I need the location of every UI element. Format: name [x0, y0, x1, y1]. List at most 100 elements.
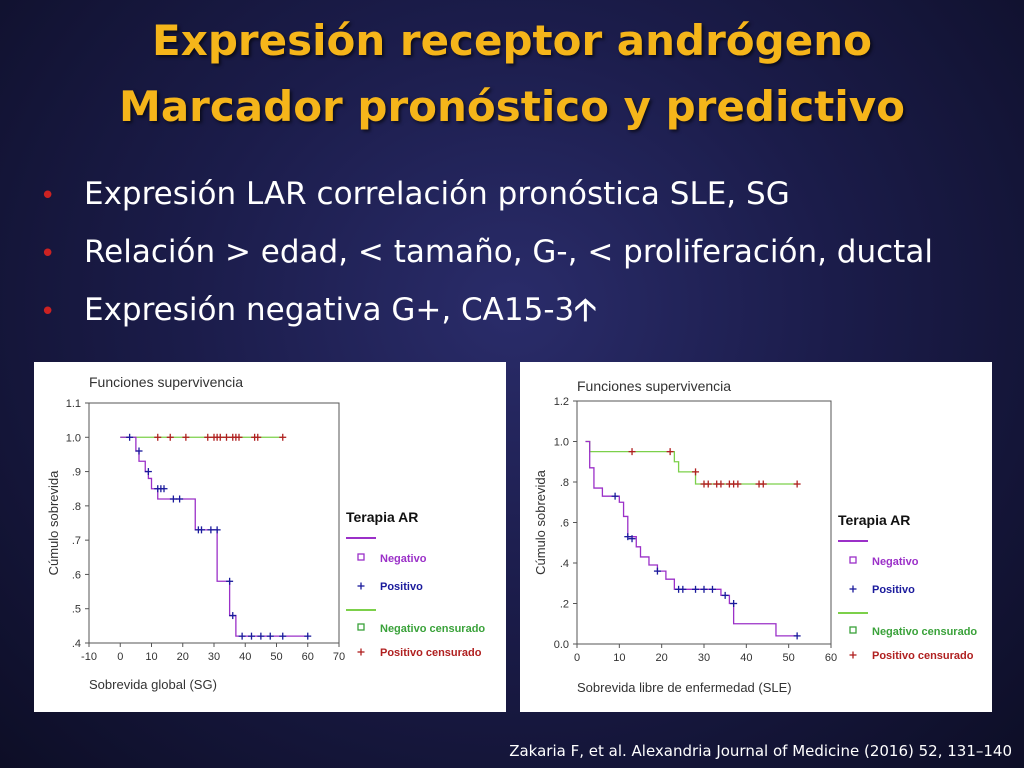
- censor-marker: [793, 632, 801, 640]
- x-tick-label: 0: [117, 651, 123, 663]
- censor-marker: [248, 632, 255, 640]
- bullet-text: Expresión negativa G+, CA15-3: [84, 292, 575, 328]
- censor-marker: [653, 567, 661, 575]
- legend-title: Terapia AR: [838, 512, 910, 528]
- legend-marker-positivo-censurado: [849, 651, 857, 659]
- censor-marker: [692, 468, 700, 476]
- censor-marker: [238, 632, 246, 640]
- bullet-text: Expresión LAR correlación pronóstica SLE…: [84, 176, 790, 212]
- y-tick-label: .9: [72, 467, 81, 479]
- x-tick-label: 30: [208, 651, 220, 663]
- censor-marker: [223, 433, 230, 441]
- censor-marker: [624, 533, 632, 541]
- y-tick-label: 1.0: [66, 432, 81, 444]
- x-tick-label: -10: [81, 651, 97, 663]
- censor-marker: [198, 526, 205, 534]
- x-tick-label: 60: [825, 652, 837, 664]
- survival-chart-sle: Funciones supervivencia 0.0 .2 .4 .6 .8 1.0 1.2…: [533, 378, 977, 695]
- x-axis-label: Sobrevida global (SG): [89, 677, 217, 692]
- y-tick-label: .8: [560, 477, 569, 489]
- plot-frame: [576, 400, 832, 645]
- legend-marker-negativo-censurado: [357, 623, 365, 631]
- censor-marker: [160, 485, 168, 493]
- x-tick-label: 50: [270, 651, 282, 663]
- bullet-dot-icon: •: [40, 181, 56, 211]
- censor-marker: [759, 480, 767, 488]
- censor-marker: [279, 632, 287, 640]
- x-tick-label: 20: [656, 652, 668, 664]
- legend-marker-positivo: [849, 585, 857, 593]
- y-tick-label: 1.2: [554, 396, 569, 408]
- censor-marker: [226, 577, 234, 585]
- censor-marker: [176, 495, 184, 503]
- legend-marker-positivo-censurado: [357, 648, 365, 656]
- y-tick-label: 1.0: [554, 437, 569, 449]
- series-line-positivo: [120, 436, 308, 637]
- censor-marker: [229, 612, 237, 620]
- censor-marker: [793, 480, 801, 488]
- censor-marker: [182, 433, 190, 441]
- censor-marker: [235, 433, 243, 441]
- slide-title-line1: Expresión receptor andrógeno: [152, 16, 872, 65]
- censor-marker: [708, 585, 716, 593]
- x-tick-label: 40: [239, 651, 251, 663]
- series-line-positivo: [585, 440, 798, 637]
- chart-title: Funciones supervivencia: [89, 374, 243, 390]
- legend-entry-positivo: Positivo: [872, 584, 915, 596]
- censor-marker: [704, 480, 712, 488]
- arrow-up-icon: 🡡: [574, 292, 597, 328]
- censor-marker: [204, 433, 212, 441]
- legend-entry-negativo: Negativo: [872, 556, 919, 568]
- legend-entry-positivo: Positivo: [380, 581, 423, 593]
- x-tick-label: 20: [177, 651, 189, 663]
- censor-marker: [144, 468, 152, 476]
- y-tick-label: .6: [560, 518, 569, 530]
- slide-title-line2: Marcador pronóstico y predictivo: [119, 82, 905, 131]
- censor-marker: [628, 535, 636, 543]
- bullet-item: • Relación > edad, < tamaño, G-, < prolif…: [40, 224, 933, 282]
- censor-marker: [257, 632, 265, 640]
- censor-marker: [721, 591, 729, 599]
- y-axis-label: Cúmulo sobrevida: [533, 469, 548, 575]
- chart-panel-sle: Funciones supervivencia 0.0 .2 .4 .6 .8 1.0 1.2…: [520, 362, 992, 712]
- x-tick-label: 10: [613, 652, 625, 664]
- censor-marker: [216, 433, 224, 441]
- series-line-negativo: [585, 440, 798, 485]
- y-tick-label: 0.0: [554, 639, 569, 651]
- censor-marker: [666, 448, 674, 456]
- censor-marker: [611, 492, 619, 500]
- censor-marker: [154, 433, 162, 441]
- censor-marker: [126, 433, 134, 441]
- citation: Zakaria F, et al. Alexandria Journal of …: [509, 742, 1012, 760]
- y-tick-label: .7: [72, 535, 81, 547]
- survival-chart-sg: Funciones supervivencia .4 .5 .6 .7 .8 .9 1.0 1.…: [46, 374, 485, 692]
- y-tick-label: 1.1: [66, 398, 81, 410]
- censor-marker: [207, 526, 215, 534]
- censor-marker: [279, 433, 287, 441]
- legend-marker-negativo-censurado: [849, 626, 857, 634]
- bullet-list: • Expresión LAR correlación pronóstica SL…: [40, 166, 933, 340]
- censor-marker: [734, 480, 742, 488]
- x-tick-label: 50: [783, 652, 795, 664]
- legend-entry-negativo-censurado: Negativo censurado: [380, 623, 485, 635]
- censor-marker: [135, 447, 143, 455]
- y-tick-label: .4: [72, 638, 81, 650]
- censor-marker: [730, 600, 738, 607]
- x-axis-label: Sobrevida libre de enfermedad (SLE): [577, 680, 792, 695]
- censor-marker: [679, 585, 687, 593]
- legend-entry-positivo-censurado: Positivo censurado: [872, 650, 974, 662]
- bullet-dot-icon: •: [40, 239, 56, 269]
- y-axis-label: Cúmulo sobrevida: [46, 470, 61, 576]
- y-tick-label: .4: [560, 558, 569, 570]
- legend-title: Terapia AR: [346, 509, 418, 525]
- bullet-item: • Expresión LAR correlación pronóstica SL…: [40, 166, 933, 224]
- x-tick-label: 0: [574, 652, 580, 664]
- chart-panel-sg: Funciones supervivencia .4 .5 .6 .7 .8 .9 1.0 1.…: [34, 362, 506, 712]
- x-tick-label: 40: [740, 652, 752, 664]
- legend-marker-negativo: [357, 553, 365, 561]
- legend-marker-positivo: [357, 582, 365, 590]
- censor-marker: [700, 585, 708, 593]
- x-tick-label: 70: [333, 651, 345, 663]
- y-tick-label: .6: [72, 569, 81, 581]
- censor-marker: [213, 526, 221, 534]
